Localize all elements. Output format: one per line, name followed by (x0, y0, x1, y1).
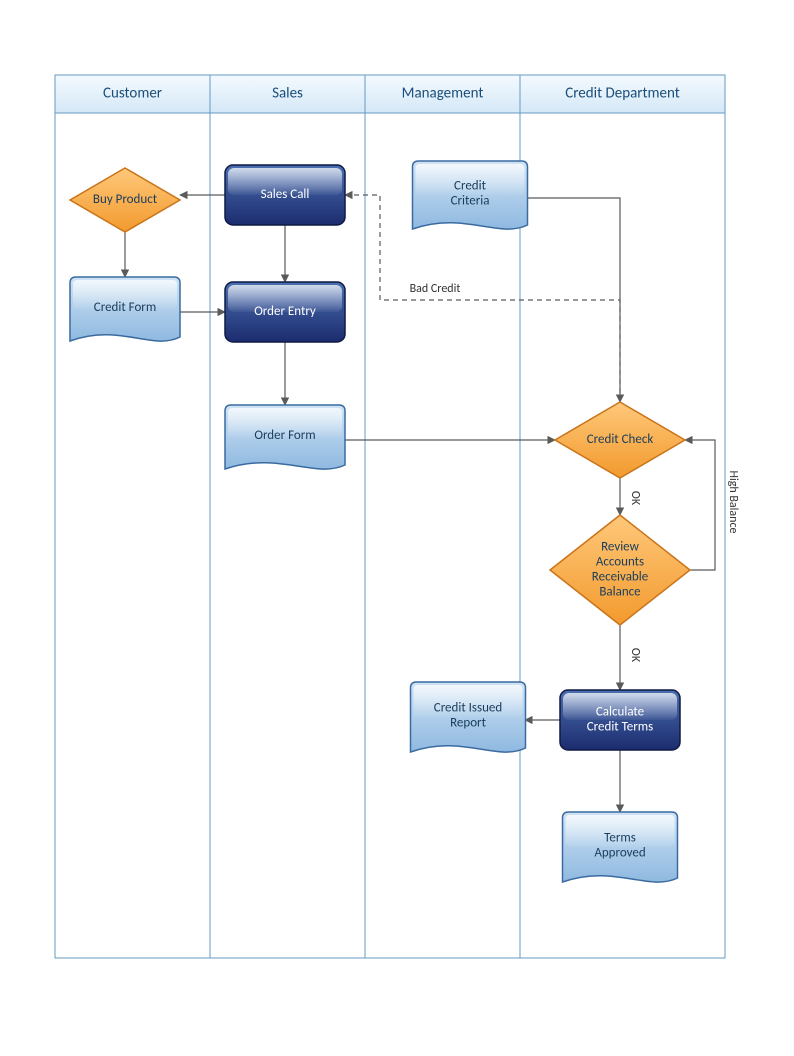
svg-text:Receivable: Receivable (592, 570, 648, 585)
svg-text:Approved: Approved (594, 846, 645, 861)
svg-text:Buy Product: Buy Product (93, 192, 158, 207)
svg-text:Customer: Customer (103, 85, 162, 103)
lane-body-sales (210, 113, 365, 958)
svg-text:Accounts: Accounts (596, 555, 644, 570)
lane-body-management (365, 113, 520, 958)
edge-label-review_ar-credit_check: High Balance (726, 470, 740, 533)
flowchart-svg: Customer Sales Management Credit Department… (0, 0, 794, 1056)
svg-text:Credit Check: Credit Check (587, 432, 654, 447)
edge-label-credit_check-review_ar: OK (628, 491, 642, 506)
svg-text:Order Form: Order Form (254, 428, 315, 443)
svg-text:Review: Review (601, 540, 639, 555)
svg-text:Balance: Balance (599, 585, 640, 600)
svg-text:Criteria: Criteria (451, 194, 490, 209)
lane-body-customer (55, 113, 210, 958)
svg-text:Order Entry: Order Entry (254, 304, 316, 319)
svg-text:Sales Call: Sales Call (261, 187, 310, 202)
flowchart-stage: Customer Sales Management Credit Department… (0, 0, 794, 1056)
svg-text:Terms: Terms (604, 831, 636, 846)
edge-label-review_ar-calc_terms: OK (628, 648, 642, 663)
edge-review_ar-credit_check (685, 440, 715, 570)
svg-text:Credit: Credit (454, 179, 487, 194)
svg-text:Credit Issued: Credit Issued (434, 701, 502, 716)
svg-text:Credit Form: Credit Form (94, 300, 156, 315)
svg-text:Report: Report (450, 716, 487, 731)
svg-text:Management: Management (402, 85, 484, 103)
svg-text:Calculate: Calculate (596, 705, 644, 720)
svg-text:Credit Terms: Credit Terms (587, 720, 654, 735)
edge-label-credit_check-sales_call: Bad Credit (410, 282, 461, 296)
svg-text:Credit Department: Credit Department (565, 85, 679, 103)
svg-text:Sales: Sales (272, 85, 303, 103)
